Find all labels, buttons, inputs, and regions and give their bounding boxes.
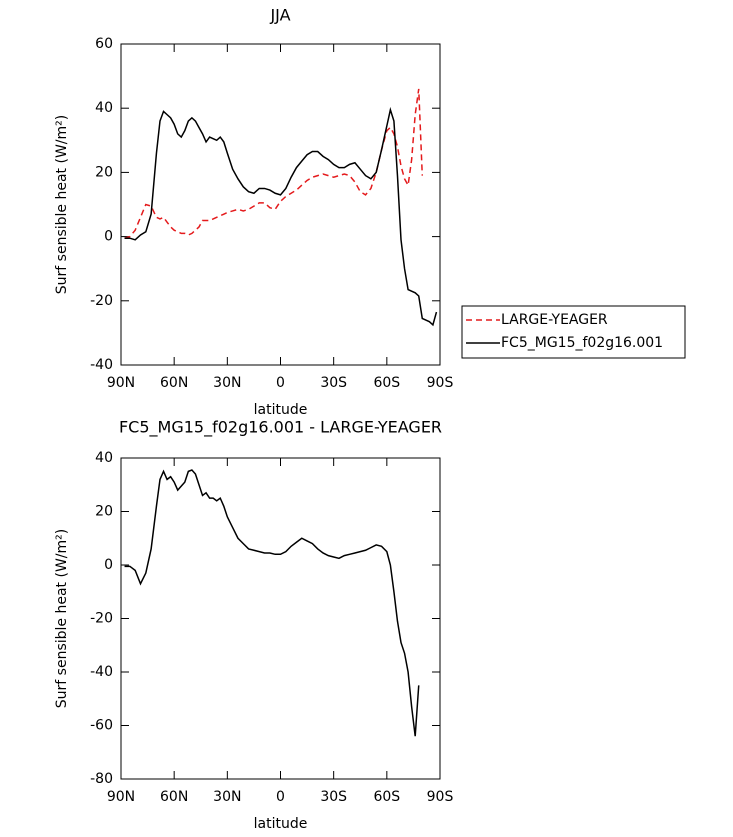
x-tick-label: 90N xyxy=(107,789,135,805)
x-tick-label: 0 xyxy=(276,789,285,805)
x-tick-label: 60S xyxy=(373,789,400,805)
y-tick-label: 0 xyxy=(104,229,113,245)
legend-box xyxy=(461,305,686,359)
x-tick-label: 90N xyxy=(107,375,135,391)
y-tick-label: 0 xyxy=(104,557,113,573)
y-axis-label: Surf sensible heat (W/m²) xyxy=(54,115,70,294)
x-tick-label: 30S xyxy=(320,789,347,805)
y-tick-label: -40 xyxy=(90,357,113,373)
plot-frame xyxy=(120,457,441,780)
chart-title: FC5_MG15_f02g16.001 - LARGE-YEAGER xyxy=(119,418,442,438)
y-axis-label: Surf sensible heat (W/m²) xyxy=(54,529,70,708)
x-tick-label: 30N xyxy=(213,375,241,391)
y-tick-label: -20 xyxy=(90,611,113,627)
y-tick-label: 20 xyxy=(95,164,113,180)
chart-title: JJA xyxy=(269,6,290,25)
x-tick-label: 90S xyxy=(427,789,454,805)
x-tick-label: 60S xyxy=(373,375,400,391)
plot-frame xyxy=(120,43,441,366)
x-tick-label: 30N xyxy=(213,789,241,805)
x-axis-label: latitude xyxy=(254,816,308,832)
x-tick-label: 60N xyxy=(160,789,188,805)
y-tick-label: 20 xyxy=(95,504,113,520)
x-tick-label: 30S xyxy=(320,375,347,391)
y-tick-label: 40 xyxy=(95,450,113,466)
x-tick-label: 90S xyxy=(427,375,454,391)
y-tick-label: -20 xyxy=(90,293,113,309)
x-tick-label: 0 xyxy=(276,375,285,391)
legend-label: FC5_MG15_f02g16.001 xyxy=(501,335,663,351)
legend-label: LARGE-YEAGER xyxy=(501,312,608,328)
data-line xyxy=(124,106,438,327)
y-tick-label: -40 xyxy=(90,664,113,680)
data-line xyxy=(124,469,420,737)
x-axis-label: latitude xyxy=(254,402,308,418)
y-tick-label: 40 xyxy=(95,100,113,116)
x-tick-label: 60N xyxy=(160,375,188,391)
y-tick-label: -60 xyxy=(90,718,113,734)
y-tick-label: -80 xyxy=(90,771,113,787)
y-tick-label: 60 xyxy=(95,36,113,52)
